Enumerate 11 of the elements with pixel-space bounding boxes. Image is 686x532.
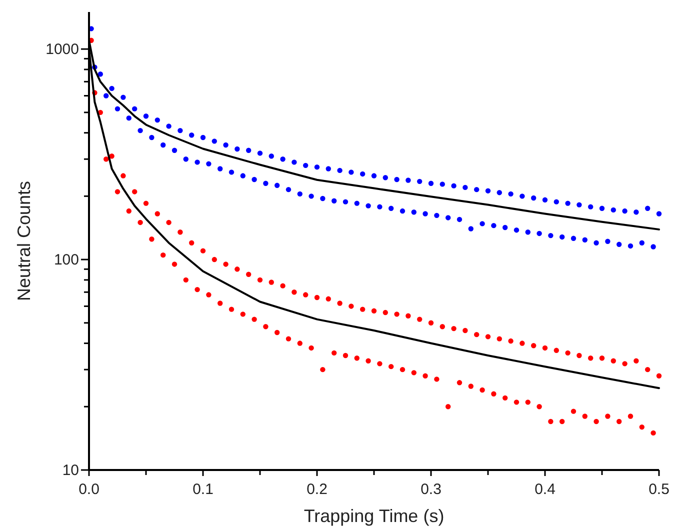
x-tick-label: 0.5 — [648, 481, 670, 498]
x-axis-title: Trapping Time (s) — [304, 506, 444, 526]
y-tick-label: 10 — [62, 462, 79, 479]
y-tick-label: 1000 — [46, 41, 79, 58]
y-tick-label: 100 — [54, 252, 79, 269]
x-tick-label: 0.3 — [420, 481, 442, 498]
x-tick-label: 0.2 — [306, 481, 328, 498]
x-tick-label: 0.4 — [534, 481, 556, 498]
y-axis-title: Neutral Counts — [14, 180, 34, 302]
x-tick-label: 0.0 — [78, 481, 100, 498]
x-tick-label: 0.1 — [192, 481, 214, 498]
